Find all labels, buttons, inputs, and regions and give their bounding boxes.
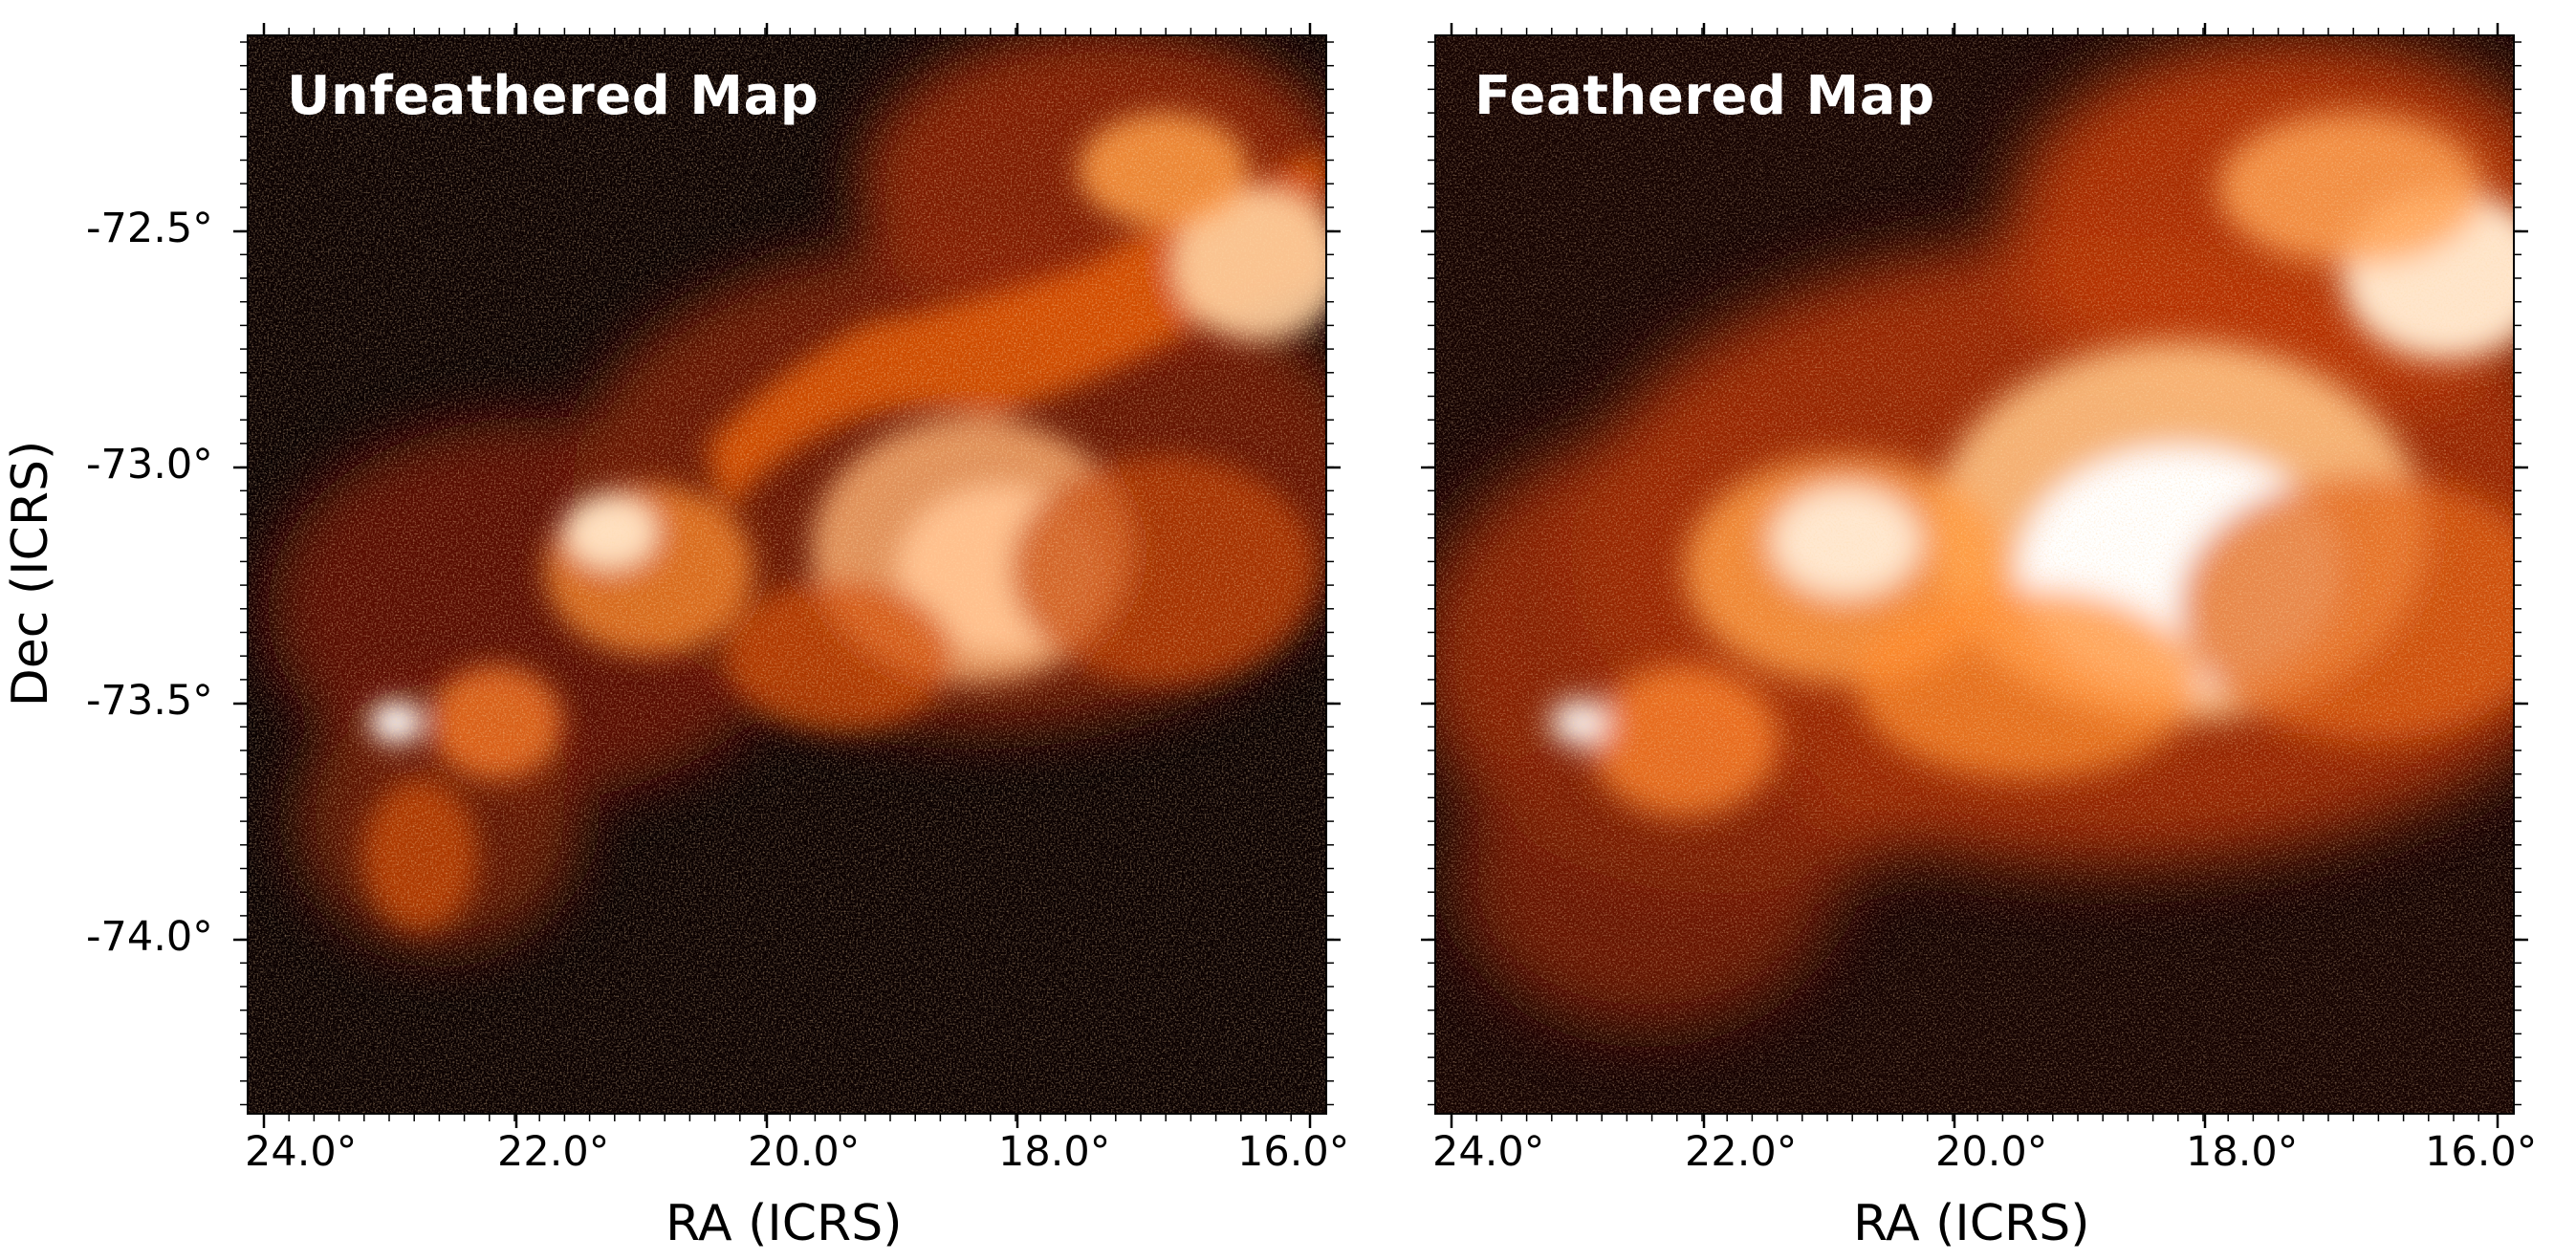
x-tick-label: 18.0° (2186, 1128, 2299, 1176)
x-tick-label: 18.0° (998, 1128, 1111, 1176)
x-tick-label: 22.0° (497, 1128, 610, 1176)
unfeathered-map-image (249, 36, 1325, 1113)
x-axis-title: RA (ICRS) (1853, 1195, 2090, 1252)
y-axis-title: Dec (ICRS) (2, 440, 59, 707)
x-tick-label: 20.0° (1935, 1128, 2048, 1176)
y-tick-label: -73.0° (86, 441, 213, 489)
x-tick-label: 24.0° (1432, 1128, 1545, 1176)
panel-title: Feathered Map (1474, 65, 1935, 127)
y-tick-label: -72.5° (86, 205, 213, 252)
x-tick-label: 22.0° (1685, 1128, 1798, 1176)
x-axis-title: RA (ICRS) (666, 1195, 903, 1252)
x-tick-label: 16.0° (2425, 1128, 2538, 1176)
feathered-map-image (1436, 36, 2513, 1113)
y-tick-label: -73.5° (86, 677, 213, 725)
x-tick-label: 24.0° (245, 1128, 358, 1176)
y-tick-label: -74.0° (86, 913, 213, 961)
panel-title: Unfeathered Map (287, 65, 819, 127)
feathered-map-panel: Feathered Map (1434, 34, 2515, 1115)
x-tick-label: 20.0° (748, 1128, 861, 1176)
unfeathered-map-panel: Unfeathered Map (247, 34, 1327, 1115)
x-tick-label: 16.0° (1237, 1128, 1350, 1176)
